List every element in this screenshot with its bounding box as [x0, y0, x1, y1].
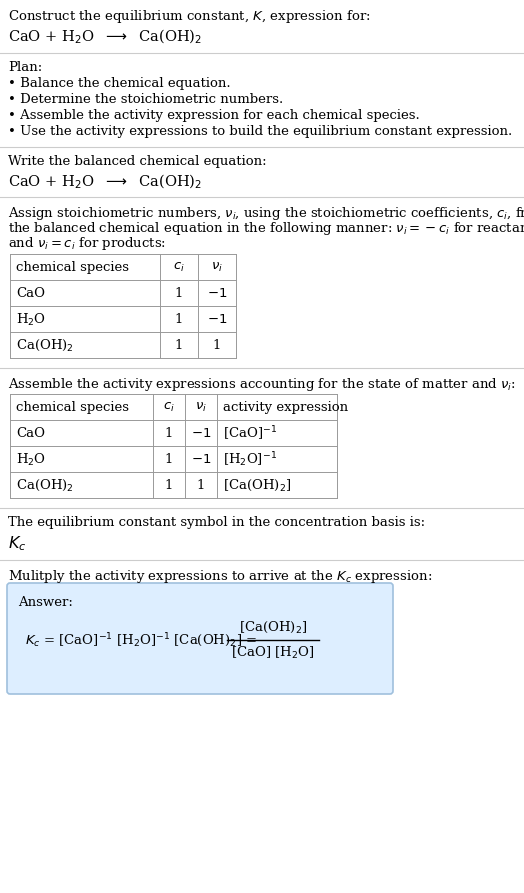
- Text: The equilibrium constant symbol in the concentration basis is:: The equilibrium constant symbol in the c…: [8, 516, 425, 529]
- Text: Ca(OH)$_2$: Ca(OH)$_2$: [16, 338, 74, 353]
- Text: 1: 1: [213, 339, 221, 352]
- Text: chemical species: chemical species: [16, 261, 129, 274]
- Text: Plan:: Plan:: [8, 61, 42, 74]
- Text: 1: 1: [175, 313, 183, 326]
- Text: chemical species: chemical species: [16, 401, 129, 414]
- Text: CaO: CaO: [16, 427, 45, 440]
- Text: $-1$: $-1$: [191, 453, 211, 466]
- Text: 1: 1: [165, 427, 173, 440]
- Text: Ca(OH)$_2$: Ca(OH)$_2$: [16, 478, 74, 493]
- Text: CaO + H$_2$O  $\longrightarrow$  Ca(OH)$_2$: CaO + H$_2$O $\longrightarrow$ Ca(OH)$_2…: [8, 173, 202, 191]
- Text: 1: 1: [197, 479, 205, 492]
- Text: CaO + H$_2$O  $\longrightarrow$  Ca(OH)$_2$: CaO + H$_2$O $\longrightarrow$ Ca(OH)$_2…: [8, 28, 202, 46]
- Text: • Use the activity expressions to build the equilibrium constant expression.: • Use the activity expressions to build …: [8, 125, 512, 138]
- Text: H$_2$O: H$_2$O: [16, 452, 46, 468]
- Text: $-1$: $-1$: [207, 287, 227, 300]
- Text: Assign stoichiometric numbers, $\nu_i$, using the stoichiometric coefficients, $: Assign stoichiometric numbers, $\nu_i$, …: [8, 205, 524, 222]
- Text: • Balance the chemical equation.: • Balance the chemical equation.: [8, 77, 231, 90]
- Text: $c_i$: $c_i$: [173, 261, 185, 274]
- Text: $-1$: $-1$: [191, 427, 211, 440]
- Text: [CaO]$^{-1}$: [CaO]$^{-1}$: [223, 424, 277, 443]
- Text: Mulitply the activity expressions to arrive at the $K_c$ expression:: Mulitply the activity expressions to arr…: [8, 568, 432, 585]
- Text: $c_i$: $c_i$: [163, 401, 175, 414]
- Text: Assemble the activity expressions accounting for the state of matter and $\nu_i$: Assemble the activity expressions accoun…: [8, 376, 516, 393]
- Text: $K_c$ = [CaO]$^{-1}$ [H$_2$O]$^{-1}$ [Ca(OH)$_2$] =: $K_c$ = [CaO]$^{-1}$ [H$_2$O]$^{-1}$ [Ca…: [25, 631, 258, 649]
- Text: activity expression: activity expression: [223, 401, 348, 414]
- Text: [Ca(OH)$_2$]: [Ca(OH)$_2$]: [239, 620, 307, 635]
- Text: • Assemble the activity expression for each chemical species.: • Assemble the activity expression for e…: [8, 109, 420, 122]
- Text: H$_2$O: H$_2$O: [16, 312, 46, 328]
- Text: [H$_2$O]$^{-1}$: [H$_2$O]$^{-1}$: [223, 450, 277, 469]
- Text: 1: 1: [175, 339, 183, 352]
- Text: [Ca(OH)$_2$]: [Ca(OH)$_2$]: [223, 478, 291, 493]
- Text: Write the balanced chemical equation:: Write the balanced chemical equation:: [8, 155, 267, 168]
- Text: the balanced chemical equation in the following manner: $\nu_i = -c_i$ for react: the balanced chemical equation in the fo…: [8, 220, 524, 237]
- Text: $\nu_i$: $\nu_i$: [211, 261, 223, 274]
- Text: $\nu_i$: $\nu_i$: [195, 401, 207, 414]
- Text: Construct the equilibrium constant, $K$, expression for:: Construct the equilibrium constant, $K$,…: [8, 8, 370, 25]
- FancyBboxPatch shape: [7, 583, 393, 694]
- Text: • Determine the stoichiometric numbers.: • Determine the stoichiometric numbers.: [8, 93, 283, 106]
- Text: $K_c$: $K_c$: [8, 534, 26, 553]
- Text: $-1$: $-1$: [207, 313, 227, 326]
- Text: CaO: CaO: [16, 287, 45, 300]
- Text: Answer:: Answer:: [18, 596, 73, 609]
- Text: and $\nu_i = c_i$ for products:: and $\nu_i = c_i$ for products:: [8, 235, 166, 252]
- Text: 1: 1: [165, 453, 173, 466]
- Text: 1: 1: [175, 287, 183, 300]
- Text: [CaO] [H$_2$O]: [CaO] [H$_2$O]: [231, 645, 315, 661]
- Text: 1: 1: [165, 479, 173, 492]
